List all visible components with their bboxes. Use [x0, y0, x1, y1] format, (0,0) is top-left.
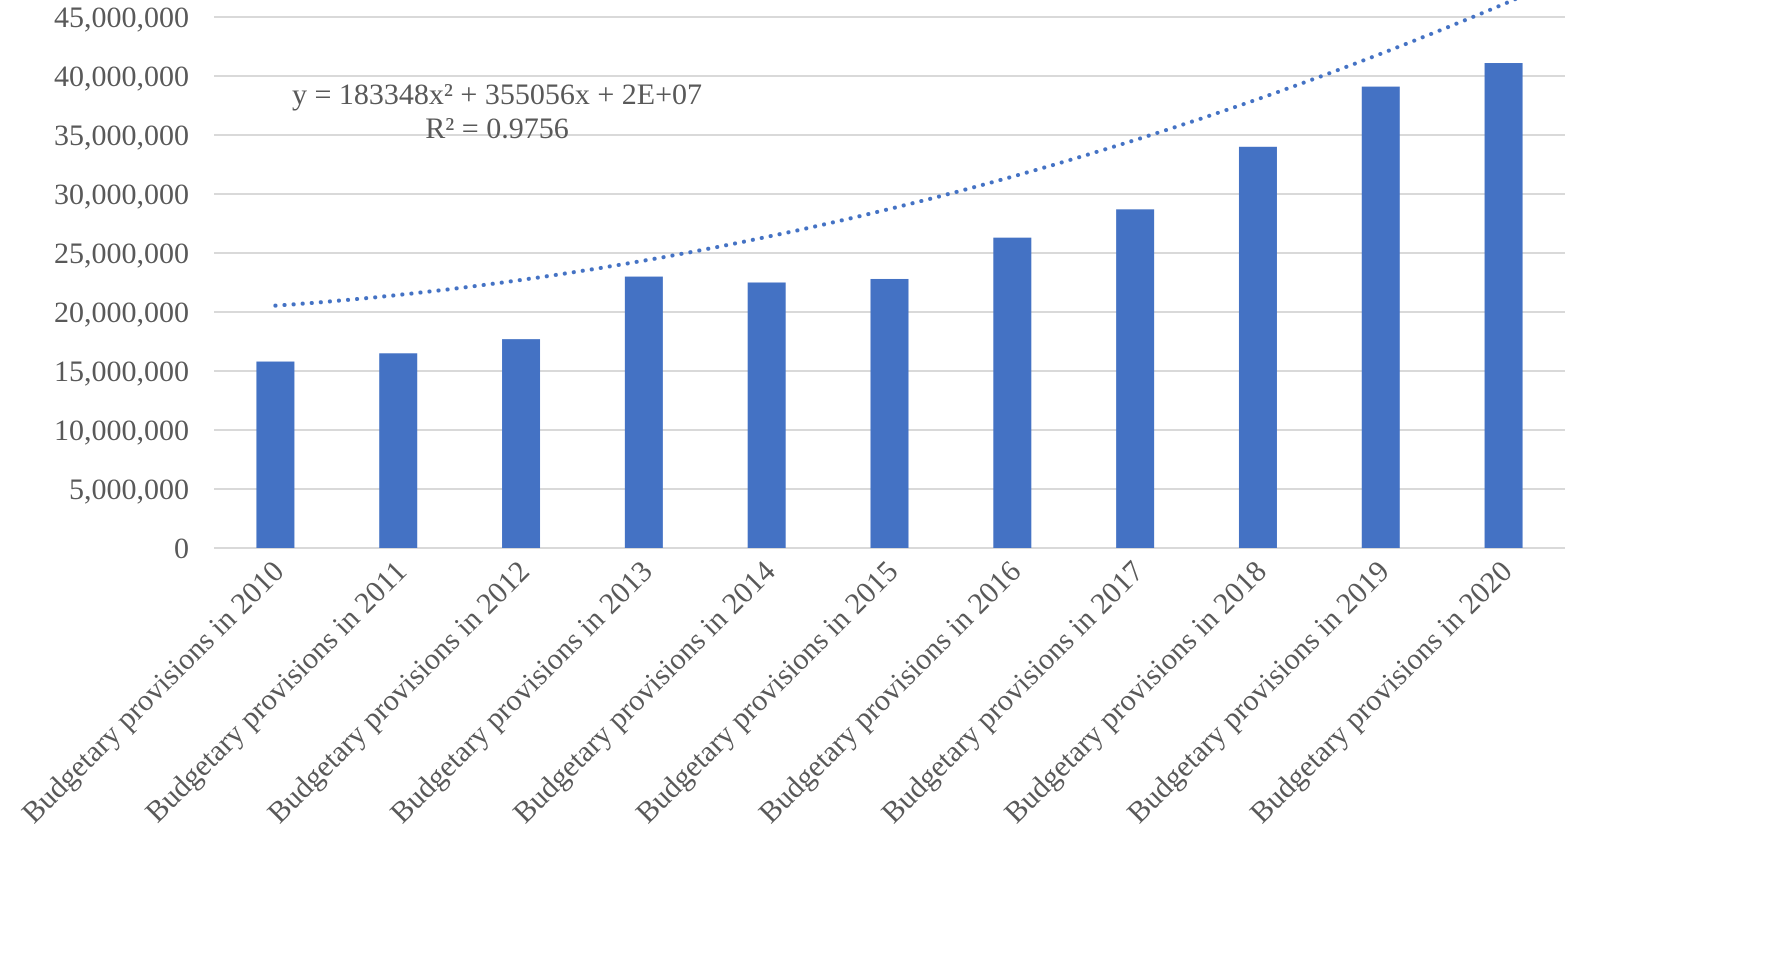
x-tick-label: Budgetary provisions in 2012 — [261, 555, 536, 830]
y-axis: 0 5,000,000 10,000,000 15,000,000 20,000,000… — [54, 1, 189, 565]
bar — [1484, 63, 1523, 549]
y-tick-label: 5,000,000 — [69, 473, 189, 506]
x-tick-label: Budgetary provisions in 2016 — [752, 555, 1027, 830]
trendline — [273, 0, 1518, 308]
trendline-path — [273, 0, 1518, 308]
y-tick-label: 25,000,000 — [54, 237, 189, 270]
x-tick-label: Budgetary provisions in 2019 — [1121, 555, 1396, 830]
bar — [502, 339, 541, 548]
bar — [747, 282, 786, 548]
y-tick-label: 10,000,000 — [54, 414, 189, 447]
trendline-r-squared-text: R² = 0.9756 — [425, 112, 568, 145]
x-tick-label: Budgetary provisions in 2010 — [15, 555, 290, 830]
x-tick-label: Budgetary provisions in 2011 — [139, 555, 413, 829]
y-tick-label: 15,000,000 — [54, 355, 189, 388]
y-tick-label: 40,000,000 — [54, 60, 189, 93]
bar — [256, 361, 295, 548]
trendline-equation-text: y = 183348x² + 355056x + 2E+07 — [292, 78, 702, 111]
bar — [870, 278, 909, 548]
x-tick-label: Budgetary provisions in 2015 — [630, 555, 905, 830]
y-tick-label: 30,000,000 — [54, 178, 189, 211]
x-tick-label: Budgetary provisions in 2018 — [998, 555, 1273, 830]
y-tick-label: 20,000,000 — [54, 296, 189, 329]
bar — [1116, 209, 1155, 548]
y-tick-label: 45,000,000 — [54, 1, 189, 34]
bar — [379, 353, 418, 548]
x-tick-label: Budgetary provisions in 2014 — [507, 555, 782, 830]
trendline-equation: y = 183348x² + 355056x + 2E+07 R² = 0.97… — [292, 78, 702, 145]
bar — [1361, 86, 1400, 549]
x-tick-label: Budgetary provisions in 2020 — [1244, 555, 1519, 830]
bar — [993, 237, 1032, 548]
y-tick-label: 0 — [174, 532, 189, 565]
y-tick-label: 35,000,000 — [54, 119, 189, 152]
bars — [256, 63, 1523, 549]
x-tick-label: Budgetary provisions in 2013 — [384, 555, 659, 830]
bar — [1238, 146, 1277, 549]
x-tick-label: Budgetary provisions in 2017 — [875, 555, 1150, 830]
bar — [624, 276, 663, 548]
